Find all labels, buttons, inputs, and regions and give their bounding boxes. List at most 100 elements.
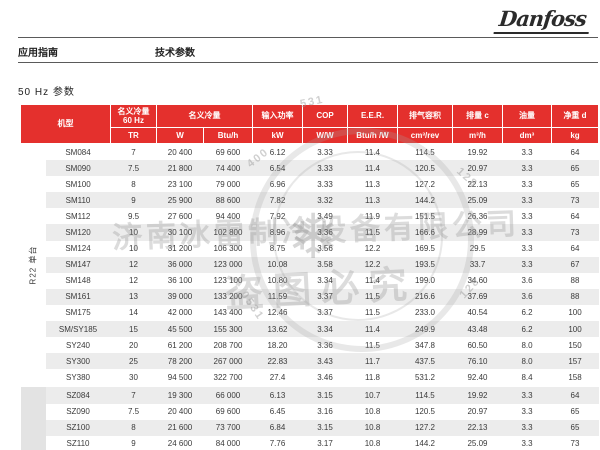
value-cell: 157: [551, 353, 599, 370]
table-row: SM112 9.5 27 600 94 400 7.92 3.49 11.9 151.5 26.…: [21, 208, 599, 224]
value-cell: 3.3: [521, 211, 533, 221]
value-cell: 10.8: [364, 439, 381, 449]
value-cell: 7.76: [269, 439, 286, 449]
value-cell: 20 400: [167, 407, 193, 417]
unit-btuhw: Btu/h /W: [347, 127, 398, 144]
value-cell: 114.5: [397, 385, 453, 404]
value-cell: 3.36: [317, 340, 333, 350]
value-cell: 3.34: [302, 321, 348, 338]
value-cell: 10: [110, 224, 157, 241]
value-cell: 6.12: [269, 147, 286, 157]
value-cell: 100: [551, 321, 599, 338]
table-row: SM100 8 23 100 79 000 6.96 3.33 11.3 127.2 22.13…: [21, 176, 599, 192]
value-cell: 66 000: [203, 385, 253, 404]
model-cell: SM124: [65, 244, 91, 254]
value-cell: 322 700: [213, 372, 243, 382]
col-header-capacity-60hz: 名义冷量 60 Hz: [110, 104, 157, 128]
table-row: SM110 9 25 900 88 600 7.82 3.32 11.3 144.2 25.09…: [21, 192, 599, 209]
value-cell: 29.5: [469, 244, 486, 254]
value-cell: 19.92: [452, 385, 503, 404]
value-cell: 30: [129, 372, 138, 382]
value-cell: 8.0: [521, 340, 533, 350]
value-cell: 37.69: [452, 288, 503, 305]
col-header-capacity: 名义冷量: [156, 104, 253, 128]
value-cell: 33.7: [452, 256, 503, 273]
unit-ww: W/W: [302, 127, 348, 144]
model-cell: SZ110: [66, 439, 90, 449]
value-cell: 11.4: [365, 147, 380, 157]
value-cell: 133 200: [203, 288, 253, 305]
col-header-oil: 油量: [502, 104, 552, 128]
value-cell: 42 000: [167, 308, 193, 318]
value-cell: 10.8: [347, 419, 398, 436]
value-cell: 69 600: [215, 407, 241, 417]
value-cell: 8: [110, 419, 157, 436]
value-cell: 26.36: [467, 211, 488, 221]
value-cell: 12: [129, 276, 138, 286]
value-cell: 6.96: [269, 179, 286, 189]
value-cell: 11.5: [365, 308, 380, 318]
value-cell: 69 600: [215, 147, 241, 157]
col-header-capacity-60hz-line1: 名义冷量: [117, 106, 150, 116]
value-cell: 6.2: [502, 321, 552, 338]
value-cell: 8.75: [269, 244, 286, 254]
value-cell: 20.97: [467, 407, 488, 417]
value-cell: 6.2: [521, 308, 533, 318]
model-cell: SZ090: [66, 407, 90, 417]
value-cell: 102 800: [203, 224, 253, 241]
value-cell: 88: [551, 288, 599, 305]
value-cell: 3.3: [521, 147, 533, 157]
model-cell: SY240: [65, 340, 91, 350]
value-cell: 40.54: [467, 308, 488, 318]
value-cell: 11.7: [347, 353, 398, 370]
value-cell: 12: [110, 256, 157, 273]
value-cell: 3.46: [317, 372, 333, 382]
value-cell: 3.15: [302, 385, 348, 404]
value-cell: 19.92: [467, 147, 488, 157]
value-cell: 347.8: [414, 340, 436, 350]
value-cell: 94 400: [215, 211, 241, 221]
col-header-eer: E.E.R.: [347, 104, 398, 128]
value-cell: 14: [129, 308, 138, 318]
model-cell: SM084: [65, 147, 91, 157]
model-cell: SY380: [65, 372, 91, 382]
table-row: SZ100 8 21 600 73 700 6.84 3.15 10.8 127.2 22.13…: [21, 419, 599, 436]
value-cell: 3.3: [521, 244, 533, 254]
value-cell: 143 400: [213, 308, 243, 318]
value-cell: 11.8: [365, 372, 380, 382]
divider-nav: [18, 62, 598, 63]
value-cell: 193.5: [397, 256, 453, 273]
value-cell: 20 400: [167, 147, 193, 157]
group-label: R22 单台: [28, 245, 38, 285]
value-cell: 9: [131, 439, 136, 449]
value-cell: 78 200: [156, 353, 204, 370]
unit-dm3: dm³: [502, 127, 552, 144]
value-cell: 39 000: [156, 288, 204, 305]
value-cell: 3.3: [502, 192, 552, 209]
value-cell: 64: [570, 244, 580, 254]
value-cell: 12.46: [267, 308, 288, 318]
col-header-input-power: 输入功率: [252, 104, 303, 128]
value-cell: 64: [570, 147, 580, 157]
table-row: SY240 20 61 200 208 700 18.20 3.36 11.5 347.8 60…: [21, 337, 599, 353]
value-cell: 3.3: [502, 256, 552, 273]
divider-top: [18, 37, 598, 38]
table-row: SZ090 7.5 20 400 69 600 6.45 3.16 10.8 120.5 20.…: [21, 404, 599, 420]
value-cell: 73: [551, 192, 599, 209]
section-title: 50 Hz 参数: [18, 87, 75, 98]
value-cell: 12.2: [347, 256, 398, 273]
value-cell: 3.3: [502, 160, 552, 177]
value-cell: 11.5: [365, 340, 380, 350]
value-cell: 79 000: [215, 179, 241, 189]
value-cell: 11.4: [347, 160, 398, 177]
value-cell: 73 700: [203, 419, 253, 436]
value-cell: 11.4: [365, 276, 380, 286]
value-cell: 8.4: [521, 372, 533, 382]
value-cell: 9.5: [127, 211, 140, 221]
value-cell: 11.9: [365, 211, 380, 221]
col-header-displacement: 排量 c: [452, 104, 503, 128]
table-row: SM120 10 30 100 102 800 8.96 3.36 11.5 166.6 28.…: [21, 224, 599, 241]
value-cell: 27.4: [269, 372, 286, 382]
value-cell: 267 000: [203, 353, 253, 370]
value-cell: 11.5: [347, 288, 398, 305]
